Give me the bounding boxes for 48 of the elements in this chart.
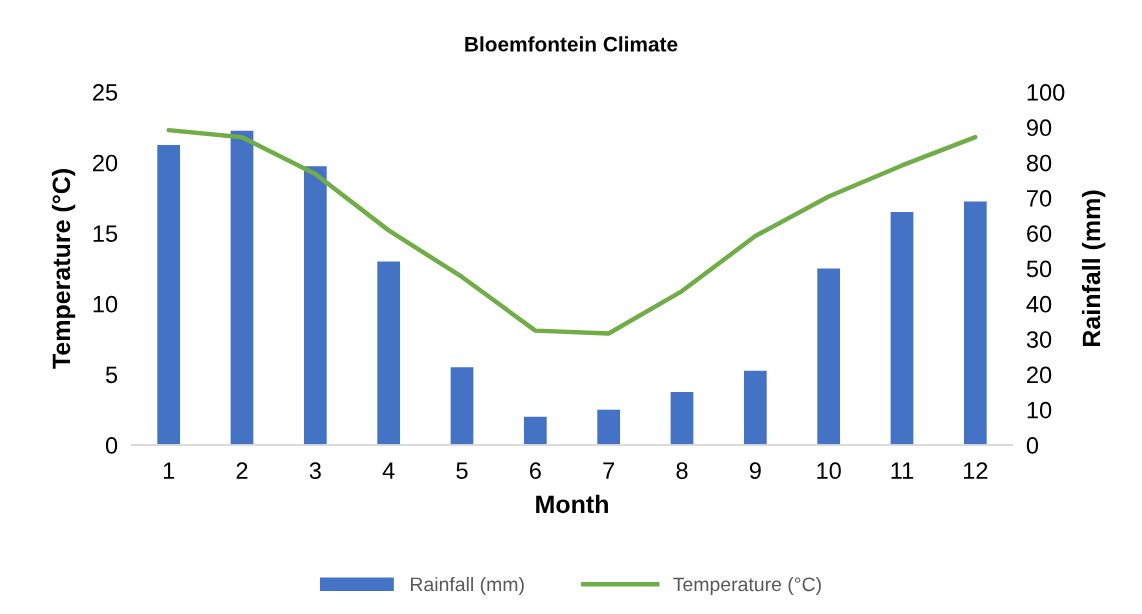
y-tick-label: 10	[93, 295, 118, 313]
x-tick-label: 4	[382, 462, 395, 479]
bar	[963, 201, 987, 445]
y-axis-title: Temperature (°C)	[51, 169, 76, 369]
x-tick-label: 1	[163, 462, 175, 479]
x-tick-label: 11	[891, 462, 914, 479]
bar	[523, 416, 547, 445]
y2-tick-label: 80	[1026, 154, 1052, 172]
legend-label: Temperature (°C)	[673, 576, 821, 596]
x-tick-label: 12	[964, 462, 988, 479]
x-tick-label: 9	[749, 462, 761, 480]
bar	[230, 130, 254, 445]
y2-axis-title: Rainfall (mm)	[1081, 190, 1106, 346]
y2-tick-label: 60	[1027, 225, 1052, 242]
y2-tick-label: 40	[1026, 295, 1052, 313]
y-tick-label: 5	[105, 366, 118, 384]
chart-title: Bloemfontein Climate	[465, 36, 678, 52]
y2-tick-label: 20	[1027, 366, 1052, 384]
bar	[450, 367, 474, 445]
bar	[670, 392, 694, 445]
y-tick-label: 0	[105, 437, 118, 454]
y2-tick-label: 50	[1026, 260, 1052, 278]
legend-label: Rainfall (mm)	[410, 576, 524, 596]
y2-tick-label: 0	[1026, 437, 1039, 454]
y2-tick-label: 30	[1026, 331, 1052, 348]
x-tick-label: 8	[676, 462, 688, 480]
x-tick-label: 3	[309, 462, 321, 480]
y-tick-label: 25	[93, 84, 118, 101]
x-tick-label: 7	[603, 462, 615, 479]
y2-tick-label: 100	[1027, 84, 1065, 101]
bar	[303, 166, 327, 445]
y-tick-label: 20	[93, 154, 118, 172]
line-series	[166, 127, 978, 336]
x-tick-label: 10	[817, 462, 841, 480]
x-tick-label: 2	[236, 462, 248, 479]
y2-tick-label: 10	[1027, 401, 1052, 419]
x-axis-title: Month	[536, 494, 608, 514]
y2-tick-label: 70	[1027, 189, 1052, 207]
bar	[597, 409, 621, 445]
x-tick-label: 5	[456, 462, 468, 480]
bar	[890, 212, 914, 445]
x-tick-label: 6	[529, 462, 541, 480]
bar	[377, 261, 401, 445]
y-tick-label: 15	[93, 225, 118, 242]
bar	[817, 268, 841, 445]
bar	[743, 370, 767, 445]
y2-tick-label: 90	[1027, 119, 1052, 137]
bar	[157, 144, 181, 445]
